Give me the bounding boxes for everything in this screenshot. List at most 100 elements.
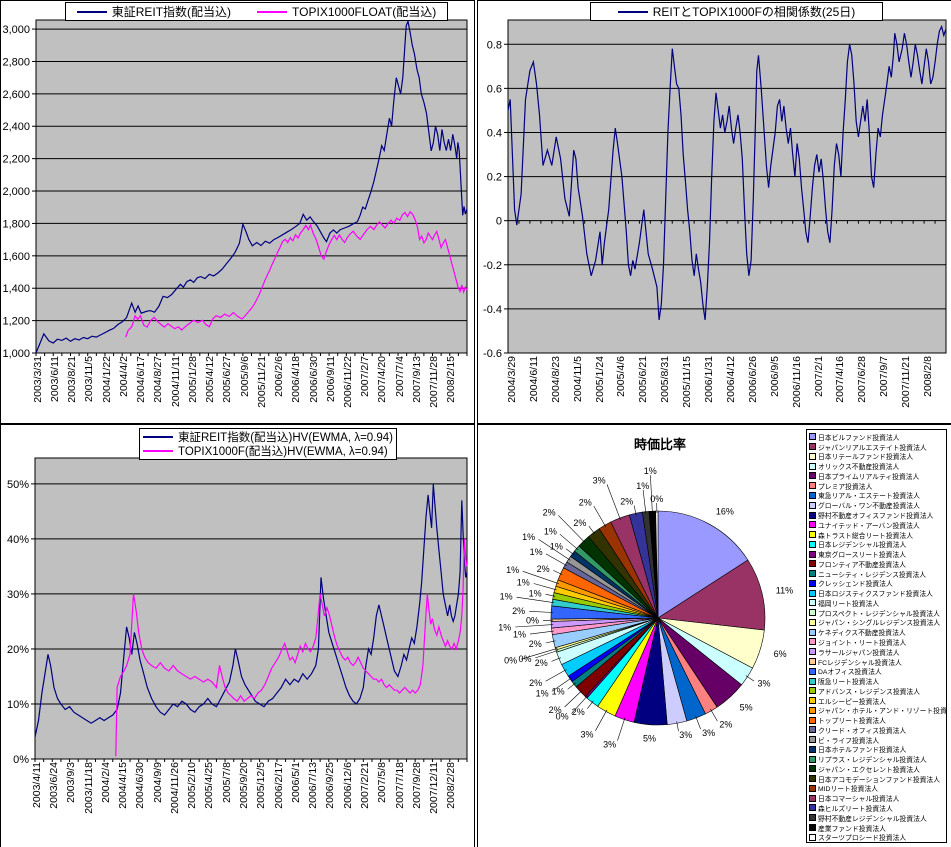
y-axis-label: 1,200 (2, 316, 30, 328)
pie-legend-item: 野村不動産オフィスファンド投資法人 (809, 510, 945, 520)
pie-slice-label: 1% (530, 547, 543, 557)
pie-legend-label: ジャパン・シングルレジデンス投資法人 (818, 620, 941, 628)
x-axis-label: 2004/6/17 (135, 356, 148, 403)
pie-slice-label: 3% (702, 728, 715, 738)
pie-legend-swatch-icon (809, 726, 816, 734)
pie-legend-item: トップリート投資法人 (809, 715, 945, 725)
pie-legend-swatch-icon (809, 472, 816, 480)
pie-label-leader (535, 650, 559, 659)
pie-legend-item: ジャパン・シングルレジデンス投資法人 (809, 618, 945, 628)
pie-legend-label: ニューシティ・レジデンス投資法人 (818, 571, 927, 579)
pie-legend-swatch-icon (809, 531, 816, 539)
pie-label-leader (538, 539, 571, 561)
x-axis-label: 2004/8/27 (152, 356, 165, 403)
pie-legend-item: MIDリート投資法人 (809, 784, 945, 793)
y-axis-label: 0.2 (487, 172, 502, 184)
price-index-chart-svg: 3,000 2,800 2,600 2,400 2,200 2,000 1,800 1,600… (2, 19, 468, 360)
pie-legend-swatch-icon (809, 667, 816, 675)
pie-legend-item: ユナイテッド・アーバン投資法人 (809, 520, 945, 530)
pie-legend-swatch-icon (809, 716, 816, 724)
x-axis-label: 2005/4/25 (203, 762, 216, 809)
y-axis-label: 0.4 (487, 127, 502, 139)
pie-legend-label: 日本ロジスティクスファンド投資法人 (818, 591, 933, 599)
pie-legend-label: 日本ビルファンド投資法人 (818, 434, 900, 442)
pie-slice-label: 2% (512, 606, 525, 616)
pie-legend-item: 日本ロジスティクスファンド投資法人 (809, 588, 945, 598)
pie-legend-item: プロスペクト・レジデンシャル投資法人 (809, 608, 945, 618)
pie-label-leader (545, 669, 567, 682)
y-axis-label: -0.4 (483, 304, 502, 316)
y-axis-label: 50% (7, 479, 29, 491)
pie-slice-label: 3% (593, 476, 606, 486)
pie-slice-label: 3% (603, 739, 616, 749)
pie-legend-swatch-icon (809, 814, 816, 822)
pie-slice-label: 11% (776, 585, 793, 595)
x-axis-label: 2004/6/30 (134, 762, 147, 809)
x-axis-label: 2007/12/11 (428, 762, 441, 814)
y-axis-label: -0.6 (483, 348, 502, 360)
pie-slice-label: 2% (719, 720, 732, 730)
pie-label-leader (533, 583, 557, 591)
x-axis-label: 2004/11/11 (169, 356, 182, 407)
pie-legend-swatch-icon (809, 462, 816, 470)
pie-label-leader (551, 657, 561, 662)
pie-legend-item: オリックス不動産投資法人 (809, 461, 945, 471)
correlation-line-sample-icon (617, 10, 648, 13)
pie-label-leader (567, 682, 576, 690)
y-axis-label: -0.2 (483, 260, 502, 272)
x-axis-label: 2003/3/31 (31, 356, 44, 403)
pie-legend-item: スターツプロシード投資法人 (809, 832, 945, 842)
pie-legend-swatch-icon (809, 745, 816, 753)
pie-label-leader (551, 677, 572, 692)
pie-legend-item: リプラス・レジデンシャル投資法人 (809, 754, 945, 764)
pie-slice-label: 5% (643, 734, 656, 744)
pie-legend-label: 東急リアル・エステート投資法人 (818, 493, 920, 501)
pie-legend-label: フロンティア不動産投資法人 (818, 561, 906, 569)
x-axis-label: 2005/11/21 (255, 356, 268, 408)
pie-legend-label: プレミア投資法人 (818, 483, 873, 491)
x-axis-label: 2006/6/30 (307, 356, 320, 403)
pie-legend-label: 日本ホテルファンド投資法人 (818, 747, 907, 755)
pie-legend-label: ケネディクス不動産投資法人 (818, 630, 906, 638)
pie-label-leader (545, 553, 568, 567)
reit-hv-line-sample-icon (143, 436, 173, 438)
legend-label-reit-hv: 東証REIT指数(配当込)HV(EWMA, λ=0.94) (178, 432, 394, 444)
pie-slice-label: 0% (526, 616, 539, 626)
pie-label-leader (695, 715, 701, 730)
pie-legend-label: オリックス不動産投資法人 (818, 464, 900, 472)
pie-legend-swatch-icon (809, 482, 816, 490)
pie-slice-label: 2% (620, 497, 633, 507)
pie-legend-label: ジャパン・エクセレント投資法人 (818, 766, 920, 774)
pie-legend-label: ジャパンリアルエステイト投資法人 (818, 444, 927, 452)
x-axis-label: 2005/2/10 (186, 762, 199, 809)
x-axis-label: 2004/1/22 (100, 356, 113, 403)
pie-slice-label: 2% (579, 498, 592, 508)
pie-legend-label: トップリート投資法人 (818, 718, 886, 726)
y-axis-label: 0 (496, 216, 502, 228)
pie-slice-label: 0% (504, 655, 517, 665)
x-axis-label: 2005/7/8 (220, 762, 233, 803)
x-axis-label: 2007/2/1 (812, 356, 825, 397)
y-axis-label: 0.8 (487, 39, 502, 51)
pie-legend-swatch-icon (809, 648, 816, 656)
x-axis-label: 2008/2/28 (445, 762, 458, 809)
pie-legend-swatch-icon (809, 824, 816, 831)
pie-legend-item: 東急リアル・エステート投資法人 (809, 491, 945, 501)
y-axis-label: 2,200 (2, 154, 30, 166)
legend-label-reit-index: 東証REIT指数(配当込) (111, 5, 232, 19)
x-axis-label: 2004/8/23 (549, 356, 562, 403)
pie-slice-label: 2% (573, 518, 586, 528)
pie-legend-label: 産業ファンド投資法人 (818, 825, 886, 833)
pie-legend-swatch-icon (809, 521, 816, 529)
pie-label-leader (565, 548, 575, 556)
pie-label-leader (545, 593, 556, 597)
pie-legend-swatch-icon (809, 687, 816, 695)
legend-label-topix1000: TOPIX1000FLOAT(配当込) (292, 5, 437, 19)
pie-slice-label: 2% (535, 658, 548, 668)
pie-slice-label: 2% (549, 705, 562, 715)
pie-slice-label: 2% (529, 678, 542, 688)
y-axis-label: 30% (7, 589, 29, 601)
legend-item-topix-hv: TOPIX1000F(配当込)HV(EWMA, λ=0.94) (143, 444, 388, 458)
x-axis-label: 2006/4/12 (725, 356, 737, 403)
pie-label-leader (529, 611, 554, 613)
